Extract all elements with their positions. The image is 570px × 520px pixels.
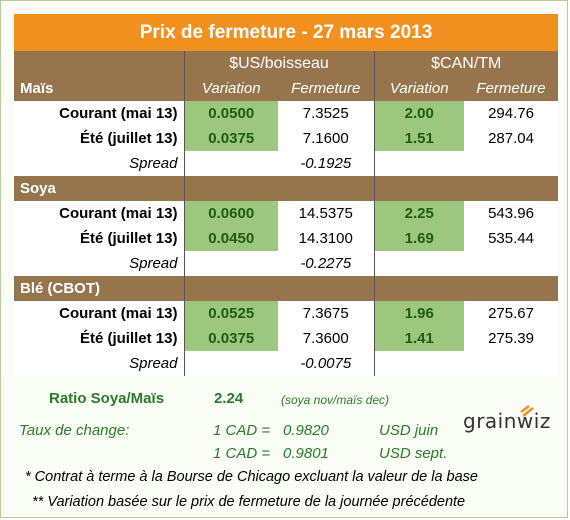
usd-close-cell: 7.3525 <box>278 101 375 126</box>
exchange-lhs: 1 CAD = <box>213 445 271 462</box>
section-header-row: Maïs Variation Fermeture Variation Ferme… <box>14 76 559 101</box>
header-cad-variation: Variation <box>374 76 464 101</box>
prices-table: $US/boisseau $CAN/TM Maïs Variation Ferm… <box>14 51 559 376</box>
spread-row: Spread -0.0075 <box>14 351 559 376</box>
spread-value: -0.2275 <box>278 251 375 276</box>
grainwiz-logo-icon: grainwiz <box>463 405 551 433</box>
exchange-rate: 0.9801 <box>283 445 329 462</box>
header-usd-fermeture: Fermeture <box>278 76 375 101</box>
empty-cell <box>183 151 278 176</box>
empty-cell <box>183 251 278 276</box>
cad-close-cell: 275.39 <box>464 326 559 351</box>
usd-variation-cell: 0.0375 <box>183 126 278 151</box>
header-cad-fermeture: Fermeture <box>464 76 559 101</box>
section-name: Maïs <box>14 76 184 101</box>
cad-close-cell: 294.76 <box>464 101 559 126</box>
cad-close-cell: 287.04 <box>464 126 559 151</box>
cad-variation-cell: 1.51 <box>374 126 464 151</box>
exchange-unit: USD sept. <box>379 445 448 462</box>
usd-close-cell: 14.3100 <box>278 226 375 251</box>
contract-label: Courant (mai 13) <box>14 201 184 226</box>
empty-cell <box>464 251 559 276</box>
table-row: Courant (mai 13) 0.0500 7.3525 2.00 294.… <box>14 101 559 126</box>
svg-text:grainwiz: grainwiz <box>463 409 551 433</box>
exchange-label: Taux de change: <box>19 422 130 439</box>
header-usd-variation: Variation <box>183 76 278 101</box>
spread-value: -0.1925 <box>278 151 375 176</box>
usd-variation-cell: 0.0500 <box>183 101 278 126</box>
usd-variation-cell: 0.0600 <box>183 201 278 226</box>
usd-close-cell: 14.5375 <box>278 201 375 226</box>
spread-label: Spread <box>14 351 184 376</box>
contract-label: Courant (mai 13) <box>14 301 184 326</box>
footnote-2: ** Variation basée sur le prix de fermet… <box>32 494 466 510</box>
exchange-rate: 0.9820 <box>283 422 329 439</box>
cad-variation-cell: 2.00 <box>374 101 464 126</box>
cad-variation-cell: 1.41 <box>374 326 464 351</box>
contract-label: Courant (mai 13) <box>14 101 184 126</box>
table-row: Été (juillet 13) 0.0375 7.3600 1.41 275.… <box>14 326 559 351</box>
usd-close-cell: 7.3675 <box>278 301 375 326</box>
spread-row: Spread -0.2275 <box>14 251 559 276</box>
cad-close-cell: 535.44 <box>464 226 559 251</box>
grainwiz-logo: grainwiz <box>463 404 553 440</box>
empty-cell <box>374 151 464 176</box>
empty-cell <box>464 151 559 176</box>
exchange-unit: USD juin <box>379 422 439 439</box>
table-row: Courant (mai 13) 0.0525 7.3675 1.96 275.… <box>14 301 559 326</box>
header-cad-unit: $CAN/TM <box>374 51 559 76</box>
section-header-row: Blé (CBOT) <box>14 276 559 301</box>
usd-close-cell: 7.3600 <box>278 326 375 351</box>
spread-label: Spread <box>14 151 184 176</box>
header-usd-unit: $US/boisseau <box>183 51 375 76</box>
usd-close-cell: 7.1600 <box>278 126 375 151</box>
contract-label: Été (juillet 13) <box>14 126 184 151</box>
header-row-units: $US/boisseau $CAN/TM <box>14 51 559 76</box>
contract-label: Été (juillet 13) <box>14 226 184 251</box>
section-name: Blé (CBOT) <box>14 276 184 301</box>
empty-cell <box>183 351 278 376</box>
cad-variation-cell: 1.69 <box>374 226 464 251</box>
spread-label: Spread <box>14 251 184 276</box>
empty-cell <box>374 251 464 276</box>
section-name: Soya <box>14 176 184 201</box>
ratio-note: (soya nov/maïs dec) <box>281 393 390 407</box>
usd-variation-cell: 0.0525 <box>183 301 278 326</box>
spread-row: Spread -0.1925 <box>14 151 559 176</box>
contract-label: Été (juillet 13) <box>14 326 184 351</box>
usd-variation-cell: 0.0375 <box>183 326 278 351</box>
table-row: Été (juillet 13) 0.0450 14.3100 1.69 535… <box>14 226 559 251</box>
table-row: Été (juillet 13) 0.0375 7.1600 1.51 287.… <box>14 126 559 151</box>
section-header-row: Soya <box>14 176 559 201</box>
exchange-lhs: 1 CAD = <box>213 422 271 439</box>
ratio-label: Ratio Soya/Maïs <box>49 390 165 407</box>
footnote-1: * Contrat à terme à la Bourse de Chicago… <box>25 469 478 485</box>
header-blank <box>14 51 184 76</box>
ratio-value: 2.24 <box>214 390 244 407</box>
table-row: Courant (mai 13) 0.0600 14.5375 2.25 543… <box>14 201 559 226</box>
report-title: Prix de fermeture - 27 mars 2013 <box>14 14 558 51</box>
cad-close-cell: 543.96 <box>464 201 559 226</box>
empty-cell <box>374 351 464 376</box>
cad-variation-cell: 2.25 <box>374 201 464 226</box>
spread-value: -0.0075 <box>278 351 375 376</box>
cad-variation-cell: 1.96 <box>374 301 464 326</box>
empty-cell <box>464 351 559 376</box>
usd-variation-cell: 0.0450 <box>183 226 278 251</box>
cad-close-cell: 275.67 <box>464 301 559 326</box>
